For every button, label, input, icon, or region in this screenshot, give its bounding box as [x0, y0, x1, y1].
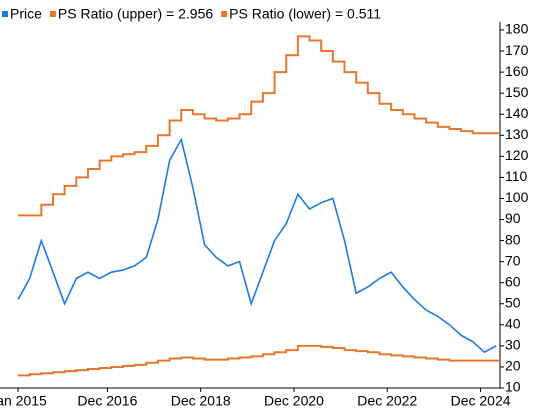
y-tick-label: 90: [505, 210, 521, 226]
legend-label: PS Ratio (upper) = 2.956: [58, 6, 213, 22]
y-tick-label: 110: [505, 168, 528, 184]
y-tick-label: 70: [505, 252, 521, 268]
y-tick-label: 30: [505, 337, 521, 353]
x-tick-label: Dec 2022: [357, 393, 417, 409]
y-tick-label: 60: [505, 273, 521, 289]
y-tick-label: 40: [505, 316, 521, 332]
legend-swatch: [221, 11, 228, 17]
y-tick-label: 100: [505, 189, 529, 205]
y-tick-label: 130: [505, 126, 529, 142]
legend-swatch: [49, 11, 56, 17]
x-tick-label: Dec 2016: [77, 393, 137, 409]
x-tick-label: Dec 2018: [171, 393, 231, 409]
y-tick-label: 170: [505, 42, 529, 58]
series-line: [18, 344, 500, 377]
y-tick-label: 120: [505, 147, 529, 163]
y-tick-label: 150: [505, 84, 529, 100]
legend-label: Price: [10, 6, 42, 22]
legend-swatch: [2, 11, 8, 17]
y-tick-label: 180: [505, 21, 529, 37]
x-tick-label: Dec 2020: [264, 393, 324, 409]
series-line: [18, 35, 500, 217]
x-tick-label: Jan 2015: [0, 393, 47, 409]
y-tick-label: 140: [505, 105, 529, 121]
legend-label: PS Ratio (lower) = 0.511: [229, 6, 381, 22]
y-tick-label: 10: [505, 379, 521, 395]
y-tick-label: 20: [505, 358, 521, 374]
series-line: [17, 137, 497, 354]
x-tick-label: Dec 2024: [451, 393, 511, 409]
y-tick-label: 80: [505, 231, 521, 247]
y-tick-label: 160: [505, 63, 529, 79]
y-tick-label: 50: [505, 294, 521, 310]
